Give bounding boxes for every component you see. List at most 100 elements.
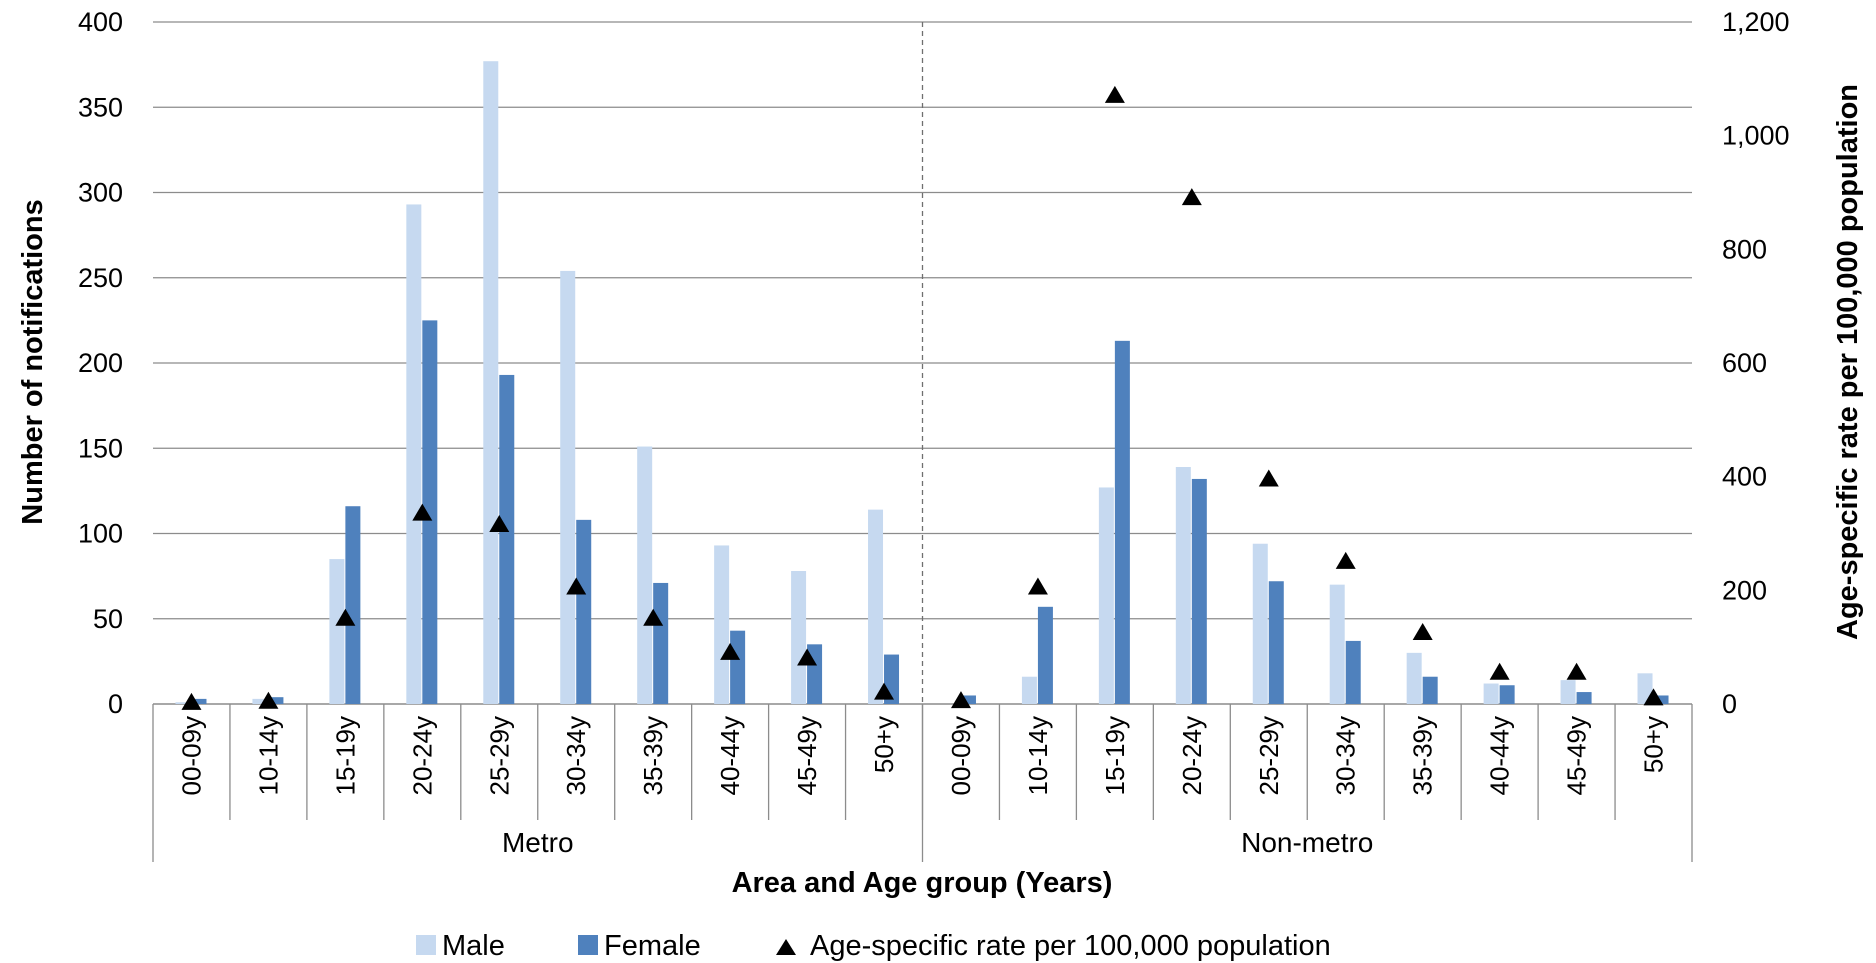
bar-male (1021, 676, 1037, 704)
rate-marker (335, 608, 356, 626)
right-tick-label: 200 (1722, 575, 1767, 605)
right-tick-label: 400 (1722, 462, 1767, 492)
category-label: 25-29y (484, 716, 514, 796)
bar-male (1560, 680, 1576, 704)
rate-marker (1258, 469, 1279, 487)
bar-female (1576, 692, 1592, 704)
bar-male (406, 204, 422, 704)
bar-female (1653, 695, 1669, 704)
bar-male (868, 509, 884, 704)
rate-marker (412, 503, 433, 521)
bar-female (268, 697, 284, 704)
bar-male (637, 446, 653, 704)
category-label: 10-14y (1023, 716, 1053, 796)
group-label: Metro (502, 827, 574, 858)
legend-swatch-male (416, 935, 436, 955)
right-tick-label: 800 (1722, 234, 1767, 264)
rate-marker (566, 577, 587, 595)
category-label: 20-24y (1177, 716, 1207, 796)
bar-female (422, 320, 438, 704)
rate-markers (181, 85, 1664, 710)
category-label: 30-34y (561, 716, 591, 796)
legend-label-rate: Age-specific rate per 100,000 population (810, 930, 1331, 962)
left-tick-label: 350 (78, 92, 123, 122)
rate-marker (1104, 85, 1125, 103)
rate-marker (1566, 662, 1587, 680)
category-label: 35-39y (638, 716, 668, 796)
right-tick-label: 600 (1722, 348, 1767, 378)
category-label: 10-14y (253, 716, 283, 796)
category-label: 20-24y (407, 716, 437, 796)
bar-female (730, 630, 746, 704)
category-label: 00-09y (946, 716, 976, 796)
rate-marker (1027, 577, 1048, 595)
bar-female (499, 374, 515, 704)
bar-female (1345, 640, 1361, 704)
rate-marker (1489, 662, 1510, 680)
rate-marker (1643, 688, 1664, 706)
x-axis: 00-09y 10-14y 15-19y 20-24y 25-29y 30-34y 35-3… (152, 704, 1693, 862)
left-tick-label: 250 (78, 263, 123, 293)
x-axis-title: Area and Age group (Years) (732, 867, 1113, 899)
right-axis-ticks: 0 200 400 600 800 1,000 1,200 (1722, 7, 1790, 719)
right-tick-label: 1,000 (1722, 121, 1790, 151)
left-tick-label: 400 (78, 7, 123, 37)
bar-female (191, 698, 207, 704)
rate-marker (1335, 551, 1356, 569)
bar-male (1637, 673, 1653, 704)
category-label: 15-19y (330, 716, 360, 796)
legend: Male Female Age-specific rate per 100,00… (416, 930, 1331, 962)
bar-female (345, 506, 361, 704)
rate-marker (643, 608, 664, 626)
bar-male (329, 559, 345, 704)
rate-marker (1412, 622, 1433, 640)
bar-male (1483, 683, 1499, 704)
bar-female (1191, 478, 1207, 704)
bar-male (1406, 652, 1422, 704)
category-label: 40-44y (1485, 716, 1515, 796)
left-tick-label: 50 (93, 604, 123, 634)
rate-marker (489, 514, 510, 532)
bar-female (1037, 606, 1053, 704)
right-axis-title: Age-specific rate per 100,000 population (1832, 84, 1864, 640)
left-axis-title: Number of notifications (17, 199, 49, 524)
bar-female (653, 582, 669, 704)
left-tick-label: 150 (78, 433, 123, 463)
category-label: 15-19y (1100, 716, 1130, 796)
bar-female (1422, 676, 1438, 704)
category-label: 00-09y (176, 716, 206, 796)
right-tick-label: 1,200 (1722, 7, 1790, 37)
left-tick-label: 200 (78, 348, 123, 378)
category-label: 50+y (1639, 716, 1669, 773)
legend-triangle-icon (776, 939, 796, 955)
category-label: 45-49y (792, 716, 822, 796)
right-tick-label: 0 (1722, 689, 1737, 719)
legend-label-female: Female (604, 930, 701, 962)
left-tick-label: 0 (108, 689, 123, 719)
category-label: 35-39y (1408, 716, 1438, 796)
category-label: 25-29y (1254, 716, 1284, 796)
bar-male (1175, 467, 1191, 704)
rate-marker (258, 691, 279, 709)
gridlines (153, 21, 1692, 705)
bar-female (960, 695, 976, 704)
category-label: 50+y (869, 716, 899, 773)
legend-swatch-female (578, 935, 598, 955)
rate-marker (797, 648, 818, 666)
bar-male (175, 702, 191, 704)
bar-male (483, 61, 499, 704)
rate-marker (1181, 188, 1202, 206)
bar-male (252, 698, 268, 704)
bars (175, 61, 1669, 704)
category-label: 40-44y (715, 716, 745, 796)
bar-female (1114, 340, 1130, 704)
rate-marker (181, 692, 202, 710)
bar-male (560, 270, 576, 704)
bar-male (1098, 487, 1114, 704)
legend-label-male: Male (442, 930, 505, 962)
left-axis-ticks: 0 50 100 150 200 250 300 350 400 (78, 7, 123, 719)
group-label: Non-metro (1241, 827, 1373, 858)
left-tick-label: 300 (78, 178, 123, 208)
rate-marker (874, 682, 895, 700)
